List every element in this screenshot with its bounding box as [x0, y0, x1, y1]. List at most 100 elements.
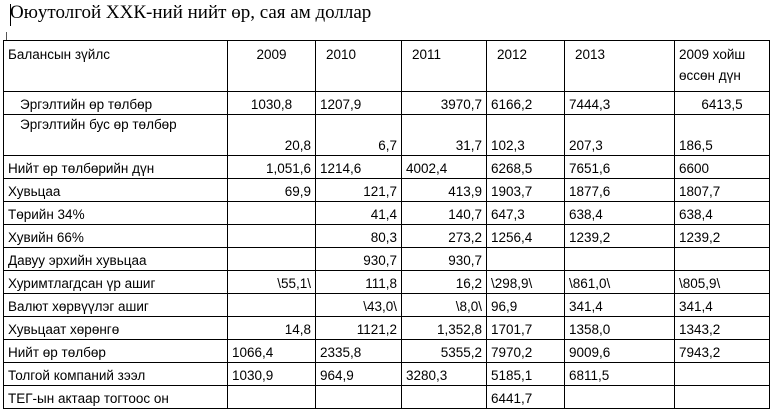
table-cell: 96,9: [486, 293, 565, 317]
table-cell: 1030,9: [227, 362, 316, 386]
header-cell-2010: 2010: [315, 40, 402, 92]
table-header-row: Балансын зүйлс 2009 2010 2011 2012 2013 …: [3, 40, 770, 92]
table-cell: 1343,2: [674, 316, 770, 340]
table-cell: 1877,6: [564, 178, 675, 202]
table-cell: 6600: [674, 155, 770, 179]
table-cell: 1701,7: [486, 316, 565, 340]
table-cell: 930,7: [401, 247, 487, 271]
table-cell: 6,7: [315, 114, 402, 156]
table-cell: 20,8: [227, 114, 316, 156]
table-cell: 4002,4: [401, 155, 487, 179]
table-cell: [315, 385, 402, 409]
table-row: Толгой компаний зээл 1030,9 964,9 3280,3 518…: [3, 362, 770, 386]
table-cell: 638,4: [674, 201, 770, 225]
table-row: Валют хөрвүүлэг ашиг \43,0\ \8,0\ 96,9 341,4…: [3, 293, 770, 317]
table-cell: 6268,5: [486, 155, 565, 179]
row-label: Хувьцаа: [3, 178, 228, 202]
table-cell: [564, 385, 675, 409]
row-label: ТЕГ-ын актаар тогтоос он: [3, 385, 228, 409]
table-cell: 69,9: [227, 178, 316, 202]
table-cell: [486, 247, 565, 271]
table-cell: 3970,7: [401, 91, 487, 115]
table-cell: \55,1\: [227, 270, 316, 294]
row-label: Нийт өр төлбөрийн дүн: [3, 155, 228, 179]
table-cell: \43,0\: [315, 293, 402, 317]
header-cell-2012: 2012: [486, 40, 565, 92]
row-label: Нийт өр төлбөр: [3, 339, 228, 363]
table-cell: 2335,8: [315, 339, 402, 363]
table-cell: 638,4: [564, 201, 675, 225]
row-label: Хувьцаат хөрөнгө: [3, 316, 228, 340]
table-cell: 7943,2: [674, 339, 770, 363]
row-label: Давуу эрхийн хувьцаа: [3, 247, 228, 271]
table-cell: 1030,8: [227, 91, 316, 115]
header-cell-growth: 2009 хойш өссөн дүн: [674, 40, 770, 92]
row-label: Төрийн 34%: [3, 201, 228, 225]
table-cell: 1903,7: [486, 178, 565, 202]
row-label: Эргэлтийн бус өр төлбөр: [3, 114, 228, 156]
table-cell: \8,0\: [401, 293, 487, 317]
table-cell: 207,3: [564, 114, 675, 156]
header-cell-item: Балансын зүйлс: [3, 40, 228, 92]
table-move-handle[interactable]: [6, 32, 7, 40]
table-cell: 413,9: [401, 178, 487, 202]
table-cell: 7970,2: [486, 339, 565, 363]
table-cell: 5185,1: [486, 362, 565, 386]
table-cell: 14,8: [227, 316, 316, 340]
table-cell: [674, 247, 770, 271]
table-cell: [227, 385, 316, 409]
table-cell: 41,4: [315, 201, 402, 225]
table-cell: 1207,9: [315, 91, 402, 115]
table-row: Нийт өр төлбөр 1066,4 2335,8 5355,2 7970,2 90…: [3, 339, 770, 363]
table-cell: 9009,6: [564, 339, 675, 363]
table-row: Эргэлтийн өр төлбөр 1030,8 1207,9 3970,7 616…: [3, 91, 770, 115]
table-cell: 140,7: [401, 201, 487, 225]
table-row: Хувийн 66% 80,3 273,2 1256,4 1239,2 1239,2: [3, 224, 770, 248]
row-label: Эргэлтийн өр төлбөр: [3, 91, 228, 115]
table-cell: 1358,0: [564, 316, 675, 340]
table-cell: 186,5: [674, 114, 770, 156]
table-cell: 647,3: [486, 201, 565, 225]
table-cell: 121,7: [315, 178, 402, 202]
header-cell-2011: 2011: [401, 40, 487, 92]
table-row: Төрийн 34% 41,4 140,7 647,3 638,4 638,4: [3, 201, 770, 225]
table-row: Давуу эрхийн хувьцаа 930,7 930,7: [3, 247, 770, 271]
header-cell-2013: 2013: [564, 40, 675, 92]
table-cell: [227, 201, 316, 225]
table-cell: [564, 247, 675, 271]
table-cell: 6441,7: [486, 385, 565, 409]
table-row: ТЕГ-ын актаар тогтоос он 6441,7: [3, 385, 770, 409]
text-cursor: [10, 4, 11, 26]
table-cell: 341,4: [674, 293, 770, 317]
table-cell: 1239,2: [564, 224, 675, 248]
table-cell: 80,3: [315, 224, 402, 248]
table-cell: [227, 293, 316, 317]
row-label: Валют хөрвүүлэг ашиг: [3, 293, 228, 317]
table-cell: [674, 362, 770, 386]
table-cell: \805,9\: [674, 270, 770, 294]
table-cell: 1256,4: [486, 224, 565, 248]
debt-table: Балансын зүйлс 2009 2010 2011 2012 2013 …: [3, 40, 770, 409]
table-cell: 1807,7: [674, 178, 770, 202]
table-row: Нийт өр төлбөрийн дүн 1,051,6 1214,6 4002,4…: [3, 155, 770, 179]
table-cell: \861,0\: [564, 270, 675, 294]
table-cell: [227, 224, 316, 248]
table-cell: 341,4: [564, 293, 675, 317]
table-cell: 7651,6: [564, 155, 675, 179]
table-cell: 1066,4: [227, 339, 316, 363]
table-cell: 1,051,6: [227, 155, 316, 179]
table-cell: [674, 385, 770, 409]
table-cell: 3280,3: [401, 362, 487, 386]
row-label: Хувийн 66%: [3, 224, 228, 248]
page-title: Оюутолгой ХХК-ний нийт өр, сая ам доллар: [10, 2, 372, 23]
header-cell-2009: 2009: [227, 40, 316, 92]
table-cell: 111,8: [315, 270, 402, 294]
table-cell: 964,9: [315, 362, 402, 386]
table-cell: [227, 247, 316, 271]
table-cell: 31,7: [401, 114, 487, 156]
table-row: Хувьцаат хөрөнгө 14,8 1121,2 1,352,8 1701,7 1…: [3, 316, 770, 340]
table-cell: [401, 385, 487, 409]
table-cell: 1121,2: [315, 316, 402, 340]
table-row: Эргэлтийн бус өр төлбөр 20,8 6,7 31,7 102,3 2…: [3, 114, 770, 156]
table-cell: \298,9\: [486, 270, 565, 294]
